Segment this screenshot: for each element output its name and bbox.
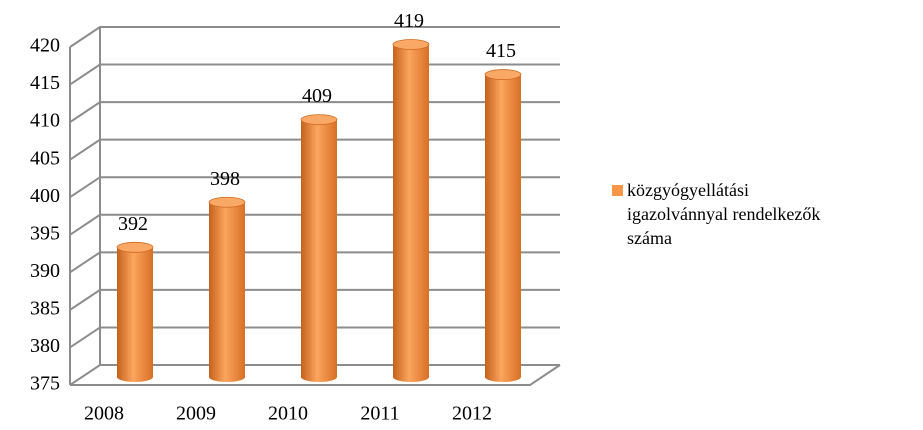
x-tick-label: 2012 xyxy=(452,403,492,425)
bar-top xyxy=(116,241,154,253)
floor-edge xyxy=(70,364,561,386)
y-tick-label: 380 xyxy=(30,335,60,357)
y-tick-label: 395 xyxy=(30,222,60,244)
grid-line xyxy=(69,26,560,48)
x-tick-label: 2011 xyxy=(360,403,399,425)
data-label: 398 xyxy=(210,168,240,190)
y-tick-label: 410 xyxy=(30,110,60,132)
y-tick-label: 400 xyxy=(30,185,60,207)
bar xyxy=(209,202,245,382)
bar-top xyxy=(208,196,246,208)
data-label: 409 xyxy=(302,85,332,107)
bar-top xyxy=(300,114,338,126)
legend-label: közgyógyellátási igazolvánnyal rendelkez… xyxy=(627,180,821,248)
x-tick-label: 2010 xyxy=(268,403,308,425)
bar xyxy=(393,44,429,383)
bar-top xyxy=(392,39,430,50)
y-tick-label: 415 xyxy=(30,72,60,94)
x-tick-label: 2009 xyxy=(176,403,216,425)
legend-swatch xyxy=(612,185,623,196)
legend: közgyógyellátási igazolvánnyal rendelkez… xyxy=(612,178,852,250)
data-label: 415 xyxy=(486,40,516,62)
bar xyxy=(485,74,521,383)
x-tick-label: 2008 xyxy=(84,403,124,425)
bar-top xyxy=(484,69,522,80)
bar xyxy=(301,119,337,382)
y-tick-label: 405 xyxy=(30,147,60,169)
y-tick-label: 420 xyxy=(30,35,60,57)
bar xyxy=(117,247,153,382)
y-tick-label: 390 xyxy=(30,260,60,282)
data-label: 392 xyxy=(118,213,148,235)
y-tick-label: 375 xyxy=(30,373,60,395)
data-label: 419 xyxy=(394,10,424,32)
y-tick-label: 385 xyxy=(30,297,60,319)
